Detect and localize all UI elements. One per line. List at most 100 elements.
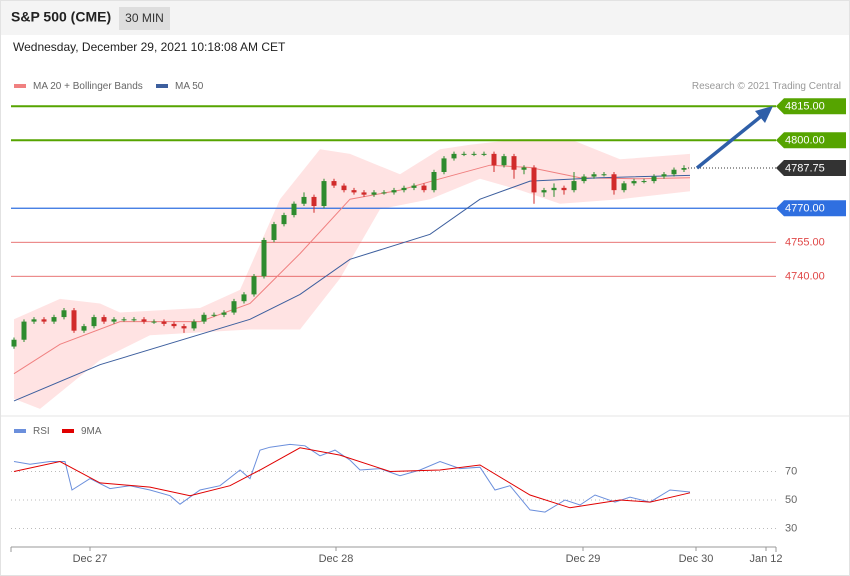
candle-body: [431, 172, 437, 191]
candle-body: [281, 215, 287, 225]
candle-body: [251, 276, 257, 295]
candle-body: [591, 174, 597, 177]
candle-body: [291, 203, 297, 216]
legend-label: MA 20 + Bollinger Bands: [33, 81, 143, 92]
candle-body: [151, 321, 157, 323]
candle-body: [601, 174, 607, 176]
timestamp: Wednesday, December 29, 2021 10:18:08 AM…: [13, 40, 286, 54]
candle-body: [231, 301, 237, 313]
candle-body: [161, 321, 167, 324]
bollinger-band: [14, 139, 690, 409]
candle-body: [81, 326, 87, 331]
candle-body: [511, 156, 517, 170]
level-tag: [776, 98, 846, 115]
legend-label: RSI: [33, 426, 50, 437]
candle-body: [381, 192, 387, 194]
y-tick-label: 30: [785, 522, 797, 534]
level-tag: [776, 160, 846, 177]
rsi-panel: RSI 9MA 70 50 30 Dec 27 Dec 28 Dec 29 Dec 30 Jan …: [10, 426, 797, 565]
timeframe-box: [119, 7, 170, 30]
candle-body: [181, 326, 187, 329]
candle-body: [21, 321, 27, 340]
copyright: Research © 2021 Trading Central: [692, 81, 841, 92]
level-label: 4815.00: [785, 101, 825, 113]
candle-body: [461, 153, 467, 155]
candle-body: [121, 319, 127, 321]
candle-body: [471, 153, 477, 155]
candle-body: [101, 317, 107, 322]
x-tick-label: Dec 30: [679, 553, 714, 565]
candle-body: [211, 314, 217, 316]
candle-body: [331, 181, 337, 186]
candle-body: [561, 187, 567, 191]
candle-body: [611, 174, 617, 191]
level-label: 4787.75: [785, 162, 825, 174]
candle-body: [451, 153, 457, 159]
candle-body: [311, 196, 317, 206]
candle-body: [41, 319, 47, 322]
level-tag: [776, 132, 846, 149]
candle-body: [551, 187, 557, 191]
candle-body: [11, 339, 17, 347]
y-tick-label: 70: [785, 465, 797, 477]
candle-body: [71, 310, 77, 331]
legend-swatch: [62, 429, 74, 433]
candle-body: [191, 321, 197, 329]
legend-label: 9MA: [81, 426, 102, 437]
candle-body: [571, 181, 577, 191]
candle-body: [91, 317, 97, 327]
candle-body: [51, 317, 57, 322]
level-label: 4770.00: [785, 203, 825, 215]
x-tick-label: Dec 27: [73, 553, 108, 565]
timeframe: 30 MIN: [125, 11, 164, 25]
legend-label: MA 50: [175, 81, 204, 92]
candle-body: [361, 192, 367, 195]
target-arrowhead: [755, 106, 773, 123]
candle-body: [61, 310, 67, 318]
x-tick-label: Dec 28: [319, 553, 354, 565]
rsi-line: [13, 447, 691, 509]
price-panel: MA 20 + Bollinger Bands MA 50 Research © 2…: [11, 81, 846, 409]
candle-body: [491, 153, 497, 166]
rsi-line: [13, 443, 691, 513]
level-tag: [776, 200, 846, 217]
candle-body: [321, 181, 327, 206]
level-label: 4755.00: [785, 237, 825, 249]
candle-body: [301, 196, 307, 204]
candle-body: [341, 185, 347, 191]
candle-body: [31, 319, 37, 322]
candle-body: [271, 224, 277, 240]
candle-body: [531, 167, 537, 193]
legend-swatch: [156, 84, 168, 88]
candle-body: [351, 190, 357, 193]
candle-body: [441, 158, 447, 172]
candle-body: [401, 187, 407, 191]
candle-body: [481, 153, 487, 155]
x-tick-label: Jan 12: [749, 553, 782, 565]
candle-body: [261, 240, 267, 277]
candle-body: [371, 192, 377, 195]
level-label: 4740.00: [785, 271, 825, 283]
candle-body: [141, 319, 147, 322]
candle-body: [651, 176, 657, 182]
candle-body: [241, 294, 247, 302]
candle-body: [201, 314, 207, 322]
x-tick-label: Dec 29: [566, 553, 601, 565]
candle-body: [421, 185, 427, 191]
legend-swatch: [14, 84, 26, 88]
candle-body: [671, 169, 677, 175]
title: S&P 500 (CME): [11, 9, 111, 25]
ma-line: [13, 174, 691, 402]
candle-body: [521, 167, 527, 170]
candle-body: [541, 190, 547, 193]
legend-swatch: [14, 429, 26, 433]
candle-body: [631, 181, 637, 184]
candle-body: [621, 183, 627, 191]
candle-body: [681, 168, 687, 170]
candle-body: [111, 319, 117, 322]
candle-body: [391, 190, 397, 193]
level-label: 4800.00: [785, 135, 825, 147]
candle-body: [661, 174, 667, 177]
